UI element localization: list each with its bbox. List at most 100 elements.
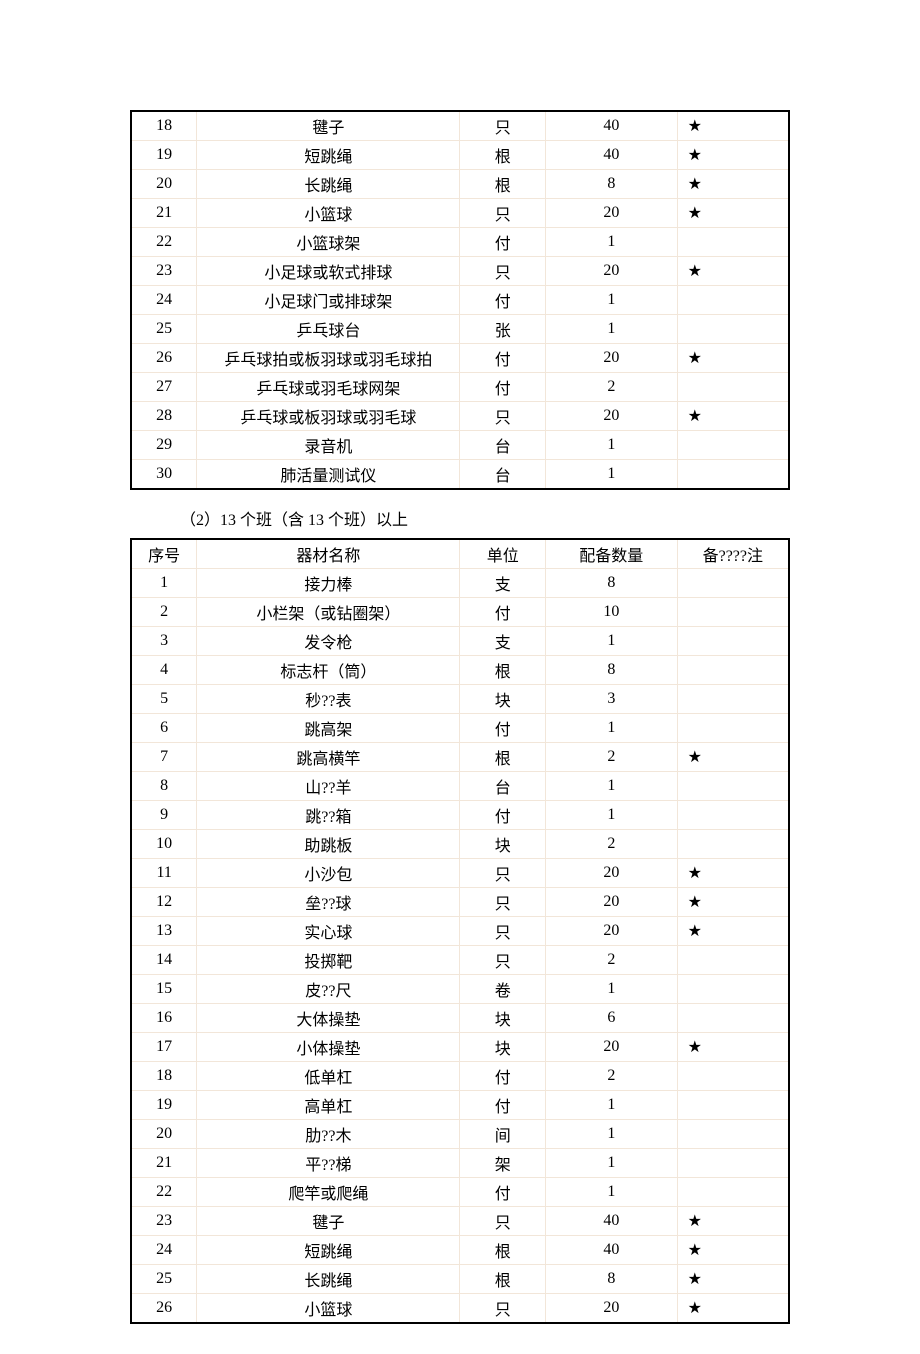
- cell-unit: 支: [460, 569, 546, 598]
- cell-unit: 张: [460, 315, 546, 344]
- cell-unit: 付: [460, 344, 546, 373]
- table-row: 14投掷靶只2: [131, 946, 789, 975]
- cell-note: [677, 656, 789, 685]
- cell-qty: 8: [546, 170, 678, 199]
- table-row: 18毽子只40★: [131, 111, 789, 141]
- cell-idx: 12: [131, 888, 197, 917]
- cell-name: 短跳绳: [197, 141, 460, 170]
- cell-name: 小足球门或排球架: [197, 286, 460, 315]
- cell-unit: 只: [460, 402, 546, 431]
- cell-unit: 根: [460, 170, 546, 199]
- cell-note: [677, 830, 789, 859]
- cell-name: 接力棒: [197, 569, 460, 598]
- cell-note: [677, 286, 789, 315]
- table-row: 17小体操垫块20★: [131, 1033, 789, 1062]
- cell-note: [677, 1062, 789, 1091]
- cell-note: [677, 431, 789, 460]
- cell-idx: 24: [131, 1236, 197, 1265]
- cell-name: 小足球或软式排球: [197, 257, 460, 286]
- cell-unit: 块: [460, 1033, 546, 1062]
- cell-idx: 10: [131, 830, 197, 859]
- cell-qty: 20: [546, 344, 678, 373]
- cell-note: [677, 772, 789, 801]
- cell-name: 乒乓球拍或板羽球或羽毛球拍: [197, 344, 460, 373]
- cell-qty: 1: [546, 714, 678, 743]
- cell-name: 标志杆（筒）: [197, 656, 460, 685]
- cell-idx: 20: [131, 170, 197, 199]
- cell-note: ★: [677, 1033, 789, 1062]
- cell-qty: 2: [546, 743, 678, 772]
- cell-unit: 付: [460, 598, 546, 627]
- cell-idx: 13: [131, 917, 197, 946]
- cell-unit: 付: [460, 1091, 546, 1120]
- cell-idx: 9: [131, 801, 197, 830]
- cell-idx: 23: [131, 1207, 197, 1236]
- cell-note: [677, 315, 789, 344]
- cell-note: ★: [677, 111, 789, 141]
- cell-note: ★: [677, 257, 789, 286]
- cell-idx: 25: [131, 315, 197, 344]
- table-row: 10助跳板块2: [131, 830, 789, 859]
- cell-note: ★: [677, 170, 789, 199]
- cell-qty: 2: [546, 946, 678, 975]
- table-row: 22小篮球架付1: [131, 228, 789, 257]
- cell-qty: 2: [546, 1062, 678, 1091]
- cell-name: 乒乓球或板羽球或羽毛球: [197, 402, 460, 431]
- cell-unit: 卷: [460, 975, 546, 1004]
- cell-unit: 付: [460, 714, 546, 743]
- cell-unit: 只: [460, 257, 546, 286]
- cell-unit: 只: [460, 888, 546, 917]
- cell-unit: 只: [460, 917, 546, 946]
- cell-name: 大体操垫: [197, 1004, 460, 1033]
- cell-idx: 18: [131, 1062, 197, 1091]
- cell-note: [677, 1091, 789, 1120]
- cell-note: [677, 975, 789, 1004]
- cell-qty: 1: [546, 1178, 678, 1207]
- cell-name: 跳高架: [197, 714, 460, 743]
- cell-name: 垒??球: [197, 888, 460, 917]
- table-row: 3发令枪支1: [131, 627, 789, 656]
- table-2-caption: （2）13 个班（含 13 个班）以上: [180, 506, 790, 530]
- cell-unit: 台: [460, 460, 546, 490]
- cell-name: 肋??木: [197, 1120, 460, 1149]
- cell-note: ★: [677, 1294, 789, 1324]
- cell-unit: 间: [460, 1120, 546, 1149]
- equipment-table-1: 18毽子只40★19短跳绳根40★20长跳绳根8★21小篮球只20★22小篮球架…: [130, 110, 790, 490]
- table-row: 22爬竿或爬绳付1: [131, 1178, 789, 1207]
- table-row: 1接力棒支8: [131, 569, 789, 598]
- cell-note: [677, 598, 789, 627]
- table-row: 26乒乓球拍或板羽球或羽毛球拍付20★: [131, 344, 789, 373]
- col-header-name: 器材名称: [197, 539, 460, 569]
- cell-name: 小篮球: [197, 199, 460, 228]
- table-row: 19短跳绳根40★: [131, 141, 789, 170]
- col-header-qty: 配备数量: [546, 539, 678, 569]
- cell-unit: 只: [460, 859, 546, 888]
- cell-unit: 根: [460, 743, 546, 772]
- cell-qty: 10: [546, 598, 678, 627]
- table-row: 30肺活量测试仪台1: [131, 460, 789, 490]
- table-row: 4标志杆（筒）根8: [131, 656, 789, 685]
- table-row: 24短跳绳根40★: [131, 1236, 789, 1265]
- cell-qty: 40: [546, 1236, 678, 1265]
- table-row: 8山??羊台1: [131, 772, 789, 801]
- cell-idx: 25: [131, 1265, 197, 1294]
- table-row: 13实心球只20★: [131, 917, 789, 946]
- cell-name: 秒??表: [197, 685, 460, 714]
- cell-unit: 只: [460, 1207, 546, 1236]
- cell-idx: 18: [131, 111, 197, 141]
- cell-qty: 20: [546, 257, 678, 286]
- cell-name: 皮??尺: [197, 975, 460, 1004]
- cell-name: 小栏架（或钻圈架）: [197, 598, 460, 627]
- cell-qty: 20: [546, 1033, 678, 1062]
- table-row: 18低单杠付2: [131, 1062, 789, 1091]
- table-row: 19高单杠付1: [131, 1091, 789, 1120]
- cell-unit: 付: [460, 1178, 546, 1207]
- cell-note: ★: [677, 1236, 789, 1265]
- cell-unit: 根: [460, 1265, 546, 1294]
- table-row: 27乒乓球或羽毛球网架付2: [131, 373, 789, 402]
- cell-unit: 根: [460, 141, 546, 170]
- col-header-idx: 序号: [131, 539, 197, 569]
- cell-note: [677, 228, 789, 257]
- table-row: 25长跳绳根8★: [131, 1265, 789, 1294]
- cell-idx: 14: [131, 946, 197, 975]
